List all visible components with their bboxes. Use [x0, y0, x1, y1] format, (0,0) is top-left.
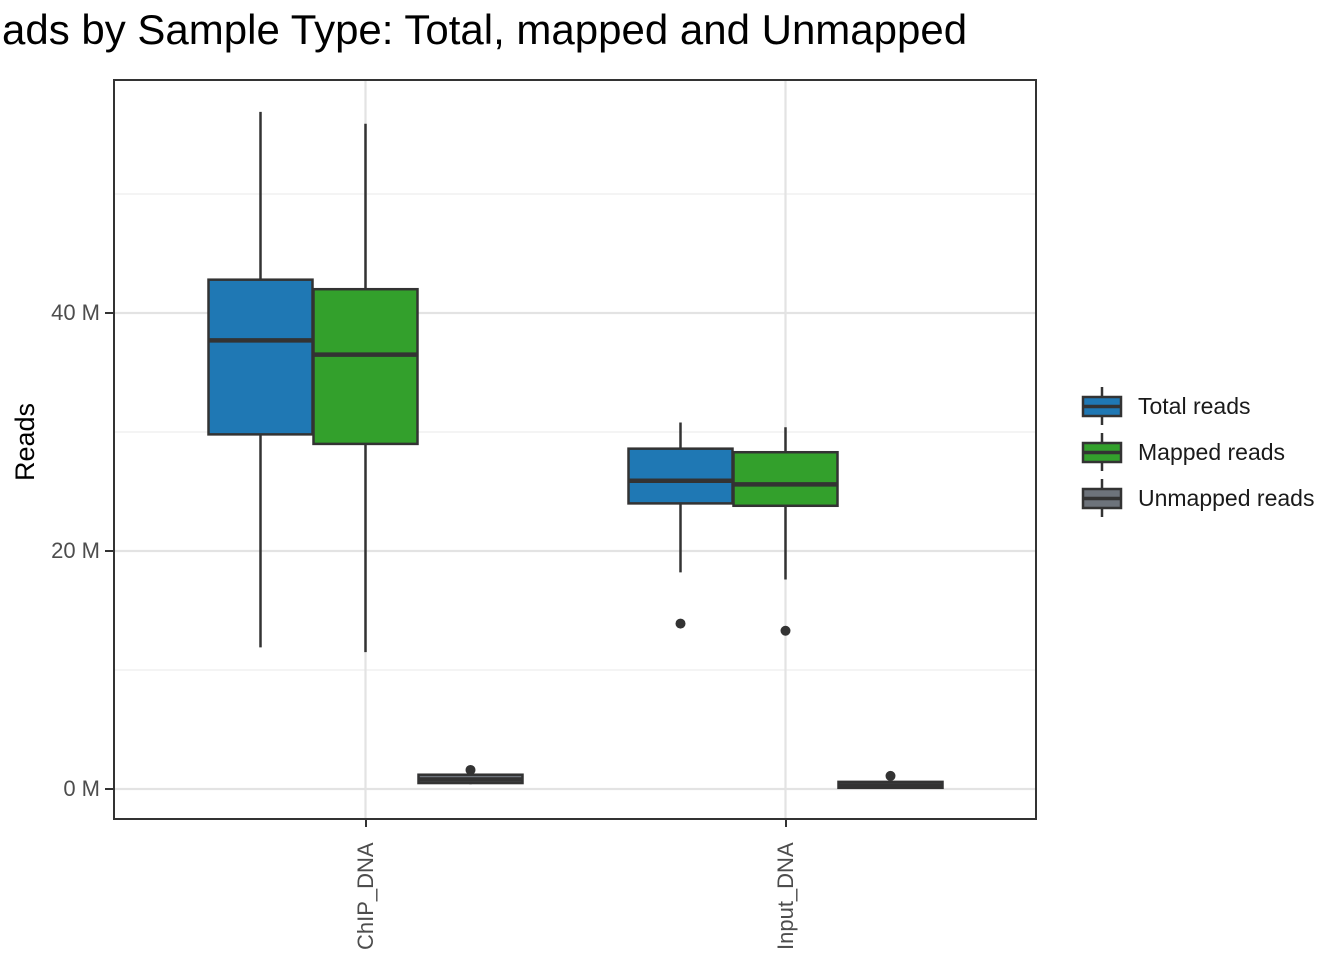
x-tick-label-input_dna: Input_DNA: [772, 842, 798, 950]
y-tick-mark: [105, 312, 113, 314]
plot-panel: [113, 79, 1037, 820]
y-tick-mark: [105, 550, 113, 552]
y-tick-label: 0 M: [63, 776, 100, 801]
legend: Total reads Mapped reads Unmapped reads: [1080, 383, 1314, 521]
x-tick-mark: [364, 819, 367, 827]
outlier-point: [780, 625, 791, 636]
y-tick-label: 40 M: [51, 300, 100, 325]
outlier-point: [675, 618, 686, 629]
boxplot-canvas: [115, 81, 1035, 818]
legend-label: Total reads: [1138, 392, 1251, 419]
box-total-reads: [207, 278, 314, 436]
box-total-reads: [627, 447, 734, 505]
legend-entry: Total reads: [1080, 383, 1314, 429]
y-axis-title: Reads: [10, 402, 40, 481]
legend-key-boxplot-icon: [1081, 479, 1123, 517]
outlier-point: [465, 764, 476, 775]
legend-key-boxplot-icon: [1081, 387, 1123, 425]
outlier-point: [885, 770, 896, 781]
legend-label: Mapped reads: [1138, 438, 1286, 465]
box-mapped-reads: [312, 287, 419, 446]
legend-entry: Unmapped reads: [1080, 475, 1314, 521]
y-tick-label: 20 M: [51, 538, 100, 563]
chart-title: ads by Sample Type: Total, mapped and Un…: [2, 6, 968, 53]
x-tick-label-chip_dna: ChIP_DNA: [352, 842, 378, 950]
box-mapped-reads: [732, 450, 839, 508]
y-tick-mark: [105, 788, 113, 790]
legend-key-boxplot-icon: [1081, 433, 1123, 471]
x-tick-mark: [784, 819, 787, 827]
legend-label: Unmapped reads: [1138, 484, 1315, 511]
legend-entry: Mapped reads: [1080, 429, 1314, 475]
